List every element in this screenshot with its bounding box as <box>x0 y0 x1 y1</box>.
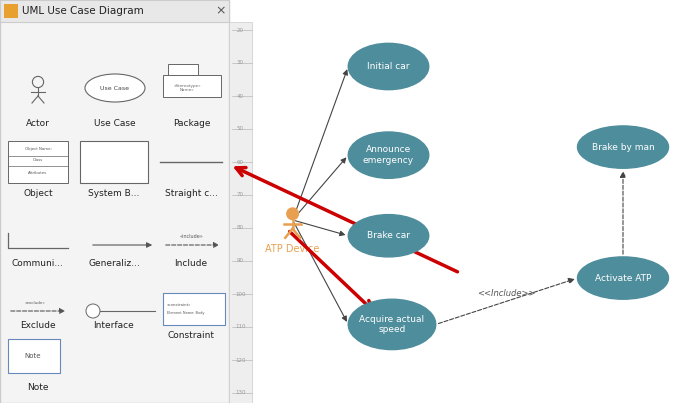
Text: ATP Device: ATP Device <box>265 244 320 254</box>
Text: Include: Include <box>174 258 208 268</box>
Text: Use Case: Use Case <box>94 118 136 127</box>
Text: «constraint»: «constraint» <box>167 303 192 307</box>
Text: Note: Note <box>25 353 41 359</box>
Text: Straight c...: Straight c... <box>164 189 218 197</box>
Text: Brake car: Brake car <box>367 231 410 240</box>
Text: Constraint: Constraint <box>167 330 214 339</box>
Text: Object: Object <box>23 189 52 197</box>
Text: Activate ATP: Activate ATP <box>595 274 651 283</box>
Circle shape <box>86 304 100 318</box>
Text: Actor: Actor <box>26 118 50 127</box>
Text: 50: 50 <box>237 127 244 131</box>
Text: 20: 20 <box>237 27 244 33</box>
Text: Use Case: Use Case <box>101 85 130 91</box>
Circle shape <box>287 208 298 220</box>
Text: Generaliz...: Generaliz... <box>88 258 140 268</box>
Text: ×: × <box>216 4 226 17</box>
Text: 60: 60 <box>237 160 244 164</box>
Text: UML Use Case Diagram: UML Use Case Diagram <box>22 6 144 16</box>
Text: 100: 100 <box>235 291 246 297</box>
Text: Object Name:: Object Name: <box>25 147 51 151</box>
Text: 120: 120 <box>235 357 246 363</box>
Text: «Stereotype»
Name»: «Stereotype» Name» <box>173 84 201 92</box>
Ellipse shape <box>85 74 145 102</box>
Text: «exclude»: «exclude» <box>25 301 46 305</box>
Text: Attributes: Attributes <box>29 171 48 175</box>
Ellipse shape <box>349 43 428 90</box>
Text: <<Include>>: <<Include>> <box>477 289 536 298</box>
Bar <box>80 141 148 183</box>
Text: Brake by man: Brake by man <box>592 143 654 152</box>
Text: 110: 110 <box>235 324 246 330</box>
Text: Initial car: Initial car <box>368 62 409 71</box>
Text: Interface: Interface <box>94 320 134 330</box>
Ellipse shape <box>349 299 435 349</box>
Ellipse shape <box>578 257 668 299</box>
Text: Communi...: Communi... <box>12 258 64 268</box>
Text: Note: Note <box>27 382 49 391</box>
Text: 130: 130 <box>235 391 246 395</box>
Bar <box>8 339 60 373</box>
Text: Exclude: Exclude <box>20 320 56 330</box>
Bar <box>8 141 68 183</box>
Text: 40: 40 <box>237 93 244 98</box>
Text: Element Name: Body: Element Name: Body <box>167 311 204 315</box>
Bar <box>163 293 225 325</box>
Text: Class: Class <box>33 158 43 162</box>
Text: Announce
emergency: Announce emergency <box>363 145 414 165</box>
Ellipse shape <box>349 214 428 257</box>
Text: «include»: «include» <box>179 233 203 239</box>
Ellipse shape <box>578 126 668 168</box>
Bar <box>0 0 229 22</box>
Bar <box>229 22 252 403</box>
Text: 70: 70 <box>237 193 244 197</box>
Text: 90: 90 <box>237 258 244 264</box>
Bar <box>168 64 198 77</box>
Text: 30: 30 <box>237 60 244 66</box>
Text: Acquire actual
speed: Acquire actual speed <box>359 315 425 334</box>
Text: System B...: System B... <box>88 189 140 197</box>
Text: Package: Package <box>174 118 211 127</box>
Bar <box>4 4 18 18</box>
Bar <box>0 0 229 403</box>
Ellipse shape <box>349 132 428 178</box>
Text: 80: 80 <box>237 226 244 231</box>
Bar <box>163 75 221 97</box>
